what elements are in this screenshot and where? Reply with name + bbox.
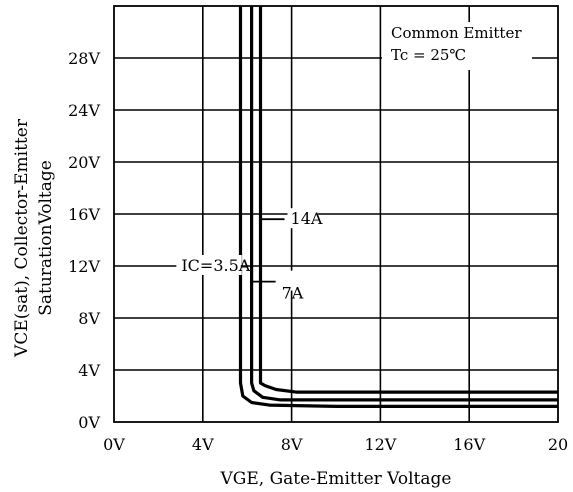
- x-tick-label-2: 8V: [281, 435, 303, 454]
- y-tick-label-1: 4V: [78, 361, 100, 380]
- y-tick-label-4: 16V: [68, 205, 100, 224]
- series-label-1: 7A: [282, 284, 304, 303]
- x-axis-title: VGE, Gate-Emitter Voltage: [220, 469, 452, 489]
- y-tick-label-0: 0V: [78, 413, 100, 432]
- plot-frame: [113, 5, 559, 423]
- series-callouts: IC=3.5A 7A 14A: [176, 208, 323, 303]
- x-tick-label-3: 12V: [364, 435, 396, 454]
- x-tick-label-5: 20: [548, 435, 568, 454]
- annotation-background: [382, 22, 532, 70]
- series-line-2: [258, 6, 558, 394]
- x-tick-label-0: 0V: [103, 435, 125, 454]
- annotation-line1: Common Emitter: [391, 24, 522, 42]
- annotation-line2: Tc = 25℃: [391, 46, 466, 64]
- y-axis-title-line2: SaturationVoltage: [36, 160, 56, 316]
- x-tick-label-4: 16V: [453, 435, 485, 454]
- callout-bg-2: [287, 208, 319, 229]
- y-axis-title-line1: VCE(sat), Collector-Emitter: [12, 118, 32, 358]
- y-tick-label-5: 20V: [68, 153, 100, 172]
- series-lines: [238, 6, 558, 408]
- series-label-2: 14A: [291, 209, 323, 228]
- tick-labels: 0V 4V 8V 12V 16V 20 0V 4V 8V 12V 16V 20V 24V 28V: [68, 49, 568, 454]
- x-tick-label-1: 4V: [192, 435, 214, 454]
- y-tick-label-6: 24V: [68, 101, 100, 120]
- y-tick-label-7: 28V: [68, 49, 100, 68]
- callout-bg-0: [176, 255, 242, 275]
- series-line-0: [238, 6, 558, 408]
- series-label-0: IC=3.5A: [181, 256, 250, 275]
- y-tick-label-2: 8V: [78, 309, 100, 328]
- y-tick-label-3: 12V: [68, 257, 100, 276]
- series-line-1: [250, 6, 558, 402]
- callout-bg-1: [278, 270, 302, 291]
